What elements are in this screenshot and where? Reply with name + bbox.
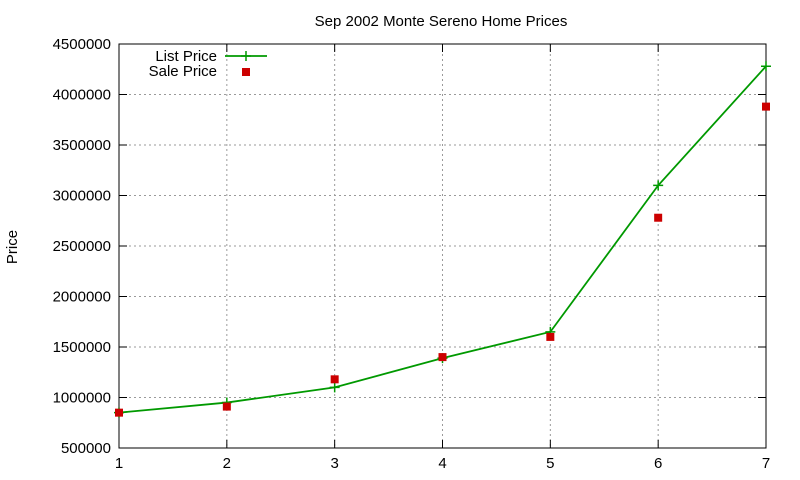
- list-price-point: [329, 382, 340, 393]
- sale-price-point: [762, 102, 770, 111]
- legend-label-sale-price: Sale Price: [149, 63, 217, 80]
- x-tick-label: 5: [546, 455, 554, 472]
- chart-title: Sep 2002 Monte Sereno Home Prices: [315, 13, 568, 30]
- list-price-point: [653, 180, 664, 191]
- x-tick-label: 4: [438, 455, 446, 472]
- sale-price-point: [654, 213, 663, 222]
- x-tick-label: 1: [115, 455, 123, 472]
- y-tick-label: 4500000: [53, 36, 111, 53]
- sale-price-point: [438, 353, 447, 362]
- y-tick-label: 2500000: [53, 238, 111, 255]
- sale-price-point: [222, 402, 231, 411]
- data-series: [114, 61, 771, 418]
- list-price-point: [761, 61, 771, 72]
- grid-lines: [119, 44, 766, 448]
- y-tick-label: 4000000: [53, 87, 111, 104]
- legend-label-list-price: List Price: [155, 48, 217, 65]
- sale-price-point: [330, 375, 339, 384]
- x-tick-label: 6: [654, 455, 662, 472]
- y-tick-label: 1000000: [53, 390, 111, 407]
- legend-marker-sale-price: [242, 68, 250, 76]
- y-tick-label: 3000000: [53, 188, 111, 205]
- sale-price-point: [546, 332, 555, 341]
- x-tick-label: 3: [330, 455, 338, 472]
- x-tick-label: 7: [762, 455, 770, 472]
- sale-price-point: [115, 408, 123, 417]
- y-tick-label: 1500000: [53, 339, 111, 356]
- x-tick-label: 2: [223, 455, 231, 472]
- axis-ticks: 500000 1000000 1500000 2000000 2500000 300000…: [53, 36, 771, 472]
- y-tick-label: 2000000: [53, 289, 111, 306]
- y-axis-label: Price: [4, 230, 21, 264]
- y-tick-label: 3500000: [53, 137, 111, 154]
- legend-marker-list-price: [241, 51, 251, 61]
- y-tick-label: 500000: [61, 440, 111, 457]
